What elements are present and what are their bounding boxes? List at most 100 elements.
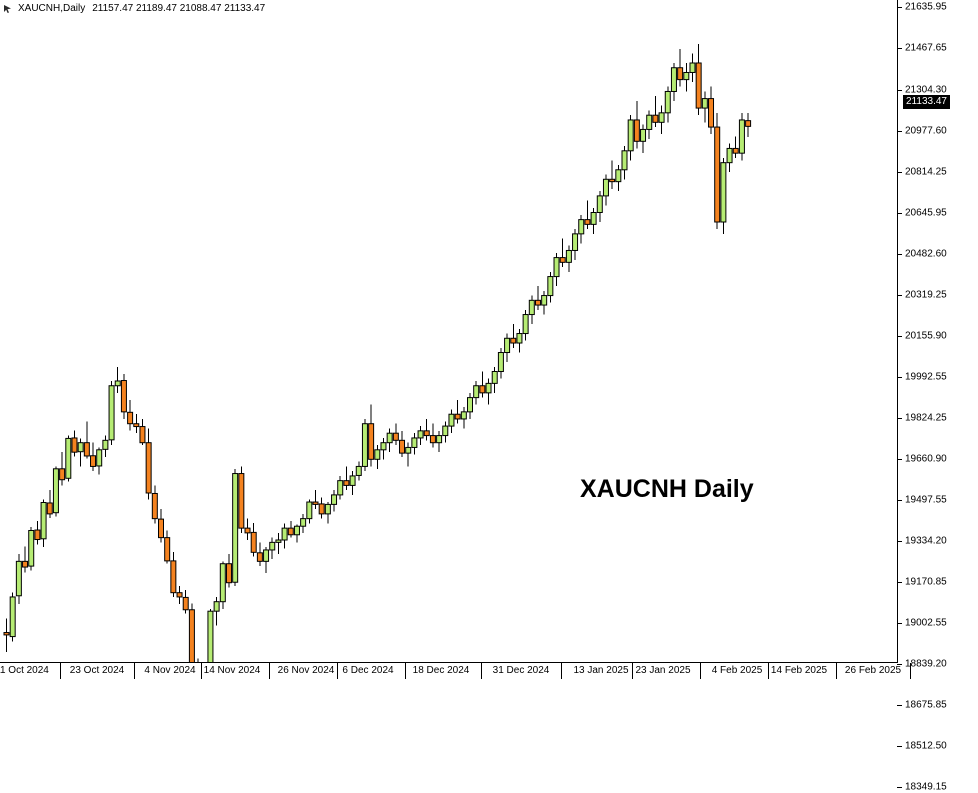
candlestick: [225, 554, 232, 588]
candlestick: [726, 143, 733, 173]
candle-body-bullish: [646, 114, 653, 130]
candlestick: [318, 497, 325, 519]
date-axis-label: 4 Nov 2024: [144, 665, 196, 676]
candle-body-bullish: [572, 233, 579, 251]
candle-body-bearish: [244, 527, 251, 534]
candlestick: [127, 399, 134, 431]
candlestick: [256, 542, 263, 567]
candle-body-bearish: [3, 632, 10, 636]
candlestick: [745, 113, 752, 138]
candlestick: [269, 537, 276, 559]
candle-body-bullish: [114, 380, 121, 387]
candle-body-bearish: [318, 503, 325, 515]
candlestick: [578, 214, 585, 244]
candlestick-plot[interactable]: [0, 16, 898, 662]
candlestick: [596, 191, 603, 222]
price-axis-tick: [897, 541, 902, 542]
candlestick: [392, 423, 399, 446]
candlestick: [559, 238, 566, 268]
candlestick: [609, 160, 616, 189]
candle-body-bullish: [337, 480, 344, 496]
candle-body-bullish: [219, 563, 226, 603]
date-axis-label: 31 Dec 2024: [492, 665, 550, 676]
candle-body-bearish: [250, 531, 257, 553]
candlestick: [300, 513, 307, 533]
candle-body-bearish: [392, 432, 399, 441]
date-axis-tick: [481, 663, 482, 679]
candlestick: [423, 418, 430, 441]
candlestick: [28, 526, 35, 571]
price-axis-label: 19660.90: [905, 453, 947, 465]
candle-body-bullish: [448, 413, 455, 427]
candle-body-bearish: [633, 119, 640, 142]
date-axis[interactable]: 11 Oct 2024 23 Oct 2024 4 Nov 2024 14 Nov 2…: [0, 662, 911, 680]
candle-body-bullish: [306, 501, 313, 520]
candlestick: [263, 547, 270, 574]
price-axis-label: 21467.65: [905, 42, 947, 54]
candle-body-bearish: [71, 437, 78, 453]
price-axis-tick: [897, 377, 902, 378]
candlestick: [77, 438, 84, 467]
candle-body-bearish: [732, 147, 739, 154]
candle-body-bullish: [621, 150, 628, 171]
candlestick: [386, 428, 393, 453]
candle-body-bullish: [52, 468, 59, 514]
price-axis-tick: [897, 787, 902, 788]
candlestick: [275, 532, 282, 555]
date-axis-label: 14 Feb 2025: [770, 665, 828, 676]
candlestick: [3, 618, 10, 652]
candle-body-bearish: [368, 423, 375, 460]
candle-body-bullish: [497, 352, 504, 373]
candle-body-bearish: [652, 114, 659, 123]
candlestick: [677, 48, 684, 87]
date-axis-tick: [269, 663, 270, 679]
candle-body-bearish: [22, 560, 29, 568]
candle-body-bullish: [664, 90, 671, 114]
candlestick: [46, 490, 53, 519]
candle-body-bearish: [695, 62, 702, 109]
candle-body-bullish: [460, 411, 467, 420]
candle-body-bullish: [596, 195, 603, 213]
date-axis-tick: [337, 663, 338, 679]
candle-body-bearish: [127, 411, 134, 425]
candle-body-bullish: [28, 530, 35, 567]
candlestick: [646, 110, 653, 139]
candlestick: [238, 466, 245, 533]
candlestick: [151, 485, 158, 524]
candle-body-bullish: [281, 527, 288, 541]
candlestick: [374, 445, 381, 469]
candle-body-bullish: [467, 397, 473, 413]
price-axis-label: 18349.15: [905, 781, 947, 793]
candle-body-bullish: [640, 128, 647, 142]
candlestick: [250, 522, 257, 557]
candle-body-bearish: [609, 178, 616, 183]
candlestick: [417, 426, 424, 446]
candle-body-bullish: [738, 119, 745, 154]
price-axis-tick: [897, 172, 902, 173]
candlestick: [158, 509, 164, 543]
candlestick: [293, 524, 300, 543]
candle-body-bearish: [510, 337, 517, 344]
candle-body-bullish: [380, 442, 387, 451]
candlestick: [312, 490, 319, 510]
candlestick: [497, 347, 504, 379]
candle-body-bullish: [355, 465, 362, 476]
date-axis-tick: [60, 663, 61, 679]
candle-body-bullish: [670, 67, 677, 92]
date-axis-tick: [836, 663, 837, 679]
candlestick: [528, 295, 535, 325]
price-axis-tick: [897, 213, 902, 214]
candle-body-bullish: [701, 98, 708, 109]
price-axis[interactable]: 21635.95 21467.65 21304.30 21133.47 20977.60…: [897, 0, 978, 793]
date-axis-label: 6 Dec 2024: [342, 665, 394, 676]
candle-body-bearish: [164, 537, 171, 562]
candlestick: [534, 286, 541, 310]
date-axis-tick: [561, 663, 562, 679]
candle-body-bullish: [516, 333, 523, 344]
date-axis-label: 11 Oct 2024: [0, 665, 49, 676]
price-axis-tick: [897, 131, 902, 132]
price-axis-label: 19002.55: [905, 617, 947, 629]
candle-body-bullish: [411, 437, 418, 448]
candlestick: [40, 499, 47, 548]
candle-body-bearish: [151, 492, 158, 520]
